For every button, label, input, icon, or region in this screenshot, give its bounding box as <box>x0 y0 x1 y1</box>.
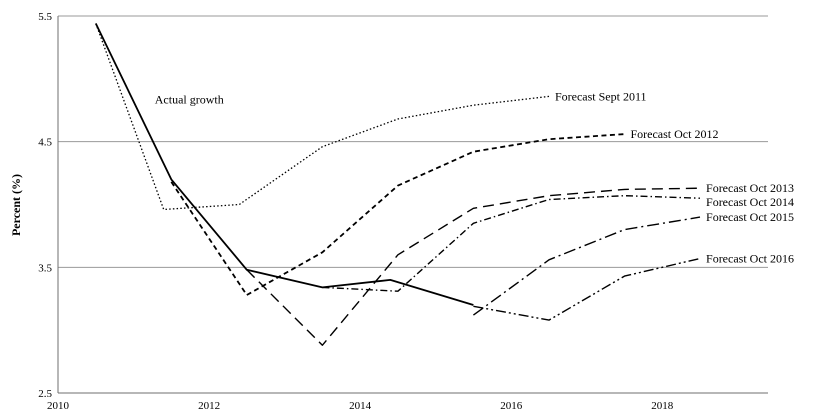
series-label: Forecast Oct 2015 <box>706 210 794 224</box>
x-tick-label: 2010 <box>47 400 70 412</box>
series-line-1 <box>95 23 550 211</box>
series-label: Forecast Oct 2013 <box>706 181 794 195</box>
series-label: Forecast Sept 2011 <box>555 89 647 103</box>
series-label: Forecast Oct 2016 <box>706 252 794 266</box>
series-label: Forecast Oct 2014 <box>706 195 794 209</box>
x-tick-label: 2014 <box>349 400 372 412</box>
gridlines <box>58 15 768 394</box>
series-label: Actual growth <box>155 92 224 106</box>
y-tick-label: 3.5 <box>38 262 52 274</box>
series-line-4 <box>322 194 701 292</box>
series-line-2 <box>170 133 625 296</box>
x-tick-label: 2012 <box>198 400 220 412</box>
series-line-6 <box>473 257 701 321</box>
x-tick-label: 2018 <box>651 400 674 412</box>
series-line-0 <box>94 23 474 306</box>
y-tick-label: 5.5 <box>38 11 52 23</box>
y-axis-title: Percent (%) <box>9 174 23 236</box>
y-tick-label: 4.5 <box>38 137 52 149</box>
series-line-5 <box>472 216 701 316</box>
series-lines <box>94 23 701 346</box>
axes: 2.5 3.5 4.5 5.5 2010 2012 2014 2016 2018 <box>38 11 674 412</box>
x-tick-label: 2016 <box>500 400 523 412</box>
series-line-3 <box>246 187 701 346</box>
y-tick-label: 2.5 <box>38 388 52 400</box>
series-label: Forecast Oct 2012 <box>630 127 718 141</box>
series-labels: Actual growth Forecast Sept 2011 Forecast … <box>155 89 794 265</box>
